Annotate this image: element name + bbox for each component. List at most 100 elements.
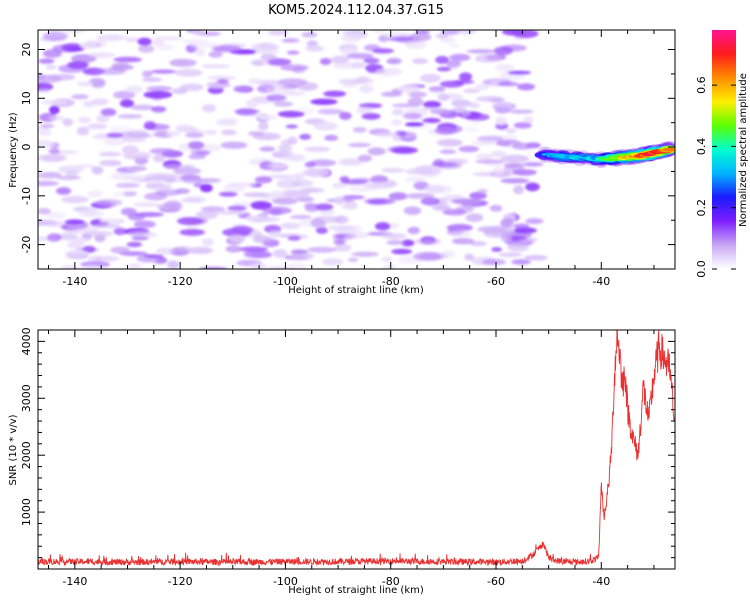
noise-blob [277,144,293,153]
noise-blob [201,64,231,69]
noise-blob [494,101,512,110]
noise-blob [313,121,338,131]
noise-blob [356,106,373,114]
noise-blob [335,234,347,240]
noise-blob [73,164,96,169]
noise-blob [121,145,139,155]
noise-blob [64,249,89,259]
noise-blob [127,263,142,269]
noise-blob [173,167,202,175]
noise-blob [318,210,336,215]
noise-blob [99,218,122,223]
noise-blob [309,159,337,167]
noise-blob [375,132,399,138]
noise-blob [110,246,130,254]
noise-blob [512,30,539,39]
noise-blob [397,84,421,93]
noise-blob [133,202,159,207]
noise-blob [351,251,379,257]
noise-blob [76,126,90,136]
noise-blob [215,210,245,215]
noise-blob [492,166,504,176]
noise-blob [38,74,62,83]
noise-blob [150,106,167,113]
noise-blob [482,258,507,266]
noise-blob [437,93,450,102]
noise-blob [49,105,60,115]
x-tick-label: -140 [62,275,87,288]
noise-blob [222,117,239,126]
noise-blob [165,131,181,137]
noise-blob [421,106,444,111]
noise-blob [413,251,443,261]
noise-blob [304,146,331,152]
noise-blob [137,37,152,46]
noise-blob [180,197,203,203]
noise-blob [144,172,172,181]
noise-blob [449,53,471,62]
noise-blob [306,246,337,253]
noise-blob [419,73,441,83]
noise-blob [200,183,213,193]
noise-blob [456,30,477,35]
snr-x-ticks: -140 -120 -100 -80 -60 -40 [48,330,655,588]
noise-blob [119,99,135,108]
noise-blob [252,60,264,67]
noise-blob [460,110,471,117]
noise-blob [163,200,182,209]
noise-blob [517,83,536,91]
y-tick-label: 2000 [20,441,33,469]
noise-blob [127,165,147,172]
noise-blob [113,227,127,236]
x-tick-label: -120 [168,575,193,588]
noise-blob [221,129,237,136]
colorbar-tick-label: 0.0 [695,260,708,278]
x-tick-label: -80 [382,275,400,288]
noise-blob [95,255,120,262]
noise-blob [435,55,449,64]
noise-blob [403,206,422,215]
noise-blob [370,175,389,184]
noise-blob [424,184,453,194]
noise-blob [382,264,396,269]
noise-blob [153,35,184,41]
noise-blob [405,193,435,199]
noise-blob [285,124,298,129]
noise-blob [52,44,82,53]
colorbar-tick-label: 0.6 [695,76,708,94]
noise-blob [62,118,74,127]
noise-blob [166,172,182,179]
noise-blob [386,240,404,245]
noise-blob [172,87,188,95]
noise-blob [367,199,387,205]
noise-blob [38,172,62,179]
noise-blob [143,90,173,99]
noise-blob [152,39,165,46]
noise-blob [434,126,458,135]
snr-y-axis-title: SNR (10 * v/v) [8,414,19,485]
noise-blob [347,257,359,263]
noise-blob [266,94,287,102]
noise-blob [252,216,281,222]
colorbar-scale [712,30,736,269]
noise-blob [352,127,367,133]
noise-blob [340,179,368,185]
snr-background [38,330,675,569]
noise-blob [149,148,175,154]
noise-blob [227,205,247,212]
noise-blob [96,114,110,123]
noise-blob [195,210,219,219]
noise-blob [338,159,364,166]
noise-blob [390,119,403,126]
noise-blob [287,136,298,145]
noise-blob [175,124,195,132]
noise-blob [463,88,481,94]
noise-blob [150,69,177,74]
noise-blob [38,180,59,187]
noise-blob [175,245,193,252]
noise-blob [82,67,105,76]
spectrogram-frame [37,29,676,270]
x-tick-label: -40 [592,575,610,588]
noise-blob [113,191,125,197]
noise-blob [500,218,514,228]
